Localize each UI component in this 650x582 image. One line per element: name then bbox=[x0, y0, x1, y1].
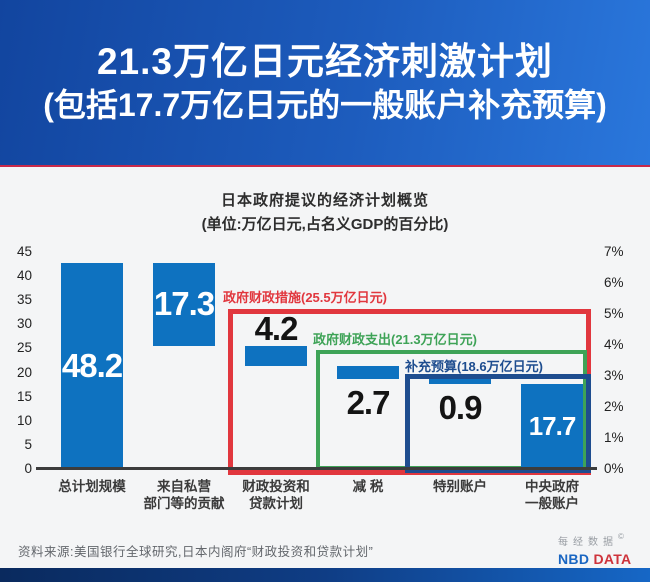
category-label: 减 税 bbox=[352, 479, 384, 494]
secondary-axis-tick-label: 6% bbox=[604, 275, 624, 290]
y-axis-tick-label: 15 bbox=[16, 388, 32, 404]
bottom-accent-strip bbox=[0, 568, 650, 582]
bar-3 bbox=[245, 346, 307, 367]
y-axis-tick-label: 30 bbox=[16, 316, 32, 332]
bracket-label-supplementary-budget: 补充预算(18.6万亿日元) bbox=[405, 359, 543, 374]
secondary-axis-tick-label: 2% bbox=[604, 399, 624, 414]
bracket-label-fiscal-spending: 政府财政支出(21.3万亿日元) bbox=[313, 332, 477, 347]
y-axis-tick-label: 20 bbox=[16, 364, 32, 380]
bar-value-label: 0.9 bbox=[438, 388, 483, 426]
bar-value-label: 17.3 bbox=[153, 285, 215, 323]
secondary-axis-tick-label: 1% bbox=[604, 430, 624, 445]
y-axis-tick-label: 5 bbox=[24, 436, 32, 452]
nbd-data-logo: 每经数据© NBD DATA bbox=[558, 532, 636, 567]
secondary-axis-tick-label: 3% bbox=[604, 368, 624, 383]
bar-4 bbox=[337, 366, 399, 380]
copyright-mark: © bbox=[618, 532, 624, 541]
bar-1: 48.2 bbox=[61, 262, 123, 469]
bar-5 bbox=[429, 379, 491, 384]
bracket-box-supplementary-budget bbox=[405, 374, 591, 473]
y-axis-tick-label: 45 bbox=[16, 244, 32, 259]
bracket-label-fiscal-measures: 政府财政措施(25.5万亿日元) bbox=[223, 290, 387, 305]
y-axis-tick-label: 10 bbox=[16, 412, 32, 428]
category-label: 总计划规模 bbox=[58, 479, 126, 494]
header-banner: 21.3万亿日元经济刺激计划 (包括17.7万亿日元的一般账户补充预算) bbox=[0, 0, 650, 167]
bar-value-label: 17.7 bbox=[528, 410, 577, 441]
category-label: 来自私营 部门等的贡献 bbox=[143, 479, 225, 511]
header-title-line2: (包括17.7万亿日元的一般账户补充预算) bbox=[43, 86, 607, 123]
y-axis-tick-label: 0 bbox=[24, 461, 32, 476]
chart-subtitle: (单位:万亿日元,占名义GDP的百分比) bbox=[201, 216, 449, 233]
y-axis-tick-label: 25 bbox=[16, 340, 32, 356]
header-title-line1: 21.3万亿日元经济刺激计划 bbox=[96, 40, 553, 82]
logo-data: DATA bbox=[593, 551, 632, 568]
logo-chinese-text: 每经数据 bbox=[558, 537, 618, 549]
bar-value-label: 48.2 bbox=[61, 346, 123, 384]
secondary-axis-tick-label: 7% bbox=[604, 244, 624, 259]
bar-2: 17.3 bbox=[153, 262, 215, 347]
category-label: 中央政府 一般账户 bbox=[525, 479, 579, 511]
source-note: 资料来源:美国银行全球研究,日本内阁府“财政投资和贷款计划” bbox=[18, 545, 374, 559]
bar-value-label: 2.7 bbox=[346, 384, 391, 422]
secondary-axis-tick-label: 5% bbox=[604, 306, 624, 321]
chart-title: 日本政府提议的经济计划概览 bbox=[220, 192, 429, 209]
secondary-axis-tick-label: 0% bbox=[604, 461, 624, 476]
bar-value-label: 4.2 bbox=[254, 310, 299, 348]
bar-6: 17.7 bbox=[521, 383, 583, 469]
category-label: 特别账户 bbox=[433, 479, 487, 494]
logo-english-text: NBD DATA bbox=[558, 551, 636, 567]
y-axis-tick-label: 40 bbox=[16, 268, 32, 284]
x-axis-line bbox=[36, 467, 597, 470]
secondary-axis-tick-label: 4% bbox=[604, 337, 624, 352]
category-label: 财政投资和 贷款计划 bbox=[242, 479, 310, 511]
y-axis-tick-label: 35 bbox=[16, 292, 32, 308]
logo-nbd: NBD bbox=[558, 551, 590, 568]
